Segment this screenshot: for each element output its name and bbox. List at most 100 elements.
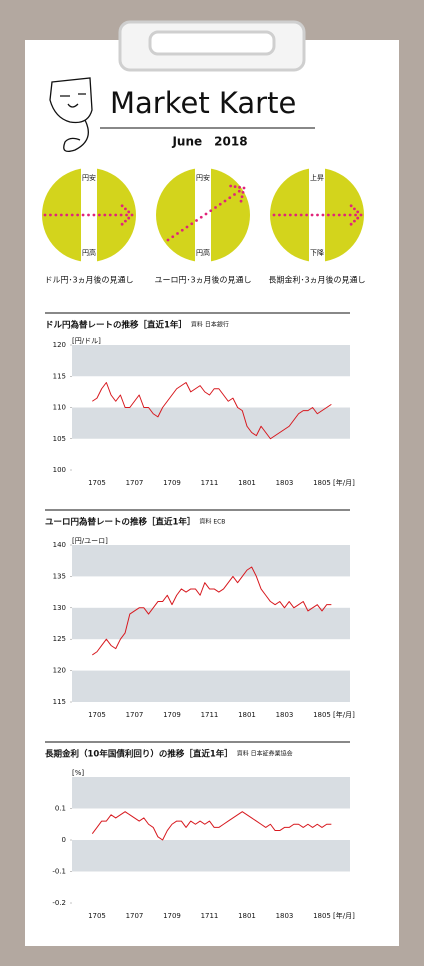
arrow-dot	[59, 213, 63, 217]
outlook-bottom: 円高	[82, 248, 96, 257]
arrow-dot	[130, 213, 134, 217]
outlook-caption: 長期金利･3ヵ月後の見通し	[268, 275, 365, 285]
arrow-dot	[124, 219, 127, 223]
arrow-dot	[97, 213, 101, 217]
x-unit: [年/月]	[333, 710, 355, 719]
arrow-dot	[294, 213, 298, 217]
plot-band	[72, 345, 350, 377]
x-tick-label: 1805	[313, 479, 331, 487]
arrow-dot	[65, 213, 69, 217]
y-tick-label: 105	[53, 435, 66, 443]
arrow-dot	[353, 207, 356, 211]
arrow-dot	[120, 204, 124, 208]
arrow-dot	[87, 213, 90, 217]
arrow-dot	[305, 213, 309, 217]
arrow-dot	[199, 215, 203, 219]
arrow-dot	[233, 185, 237, 189]
x-unit: [年/月]	[333, 478, 355, 487]
x-tick-label: 1705	[88, 479, 106, 487]
arrow-dot	[242, 186, 246, 190]
outlook-caption: ドル円･3ヵ月後の見通し	[44, 275, 133, 285]
outlook-tip	[309, 160, 325, 168]
plot-band	[72, 607, 350, 640]
x-tick-label: 1803	[276, 479, 294, 487]
arrow-dot	[359, 213, 363, 217]
arrow-dot	[214, 206, 217, 209]
x-tick-label: 1711	[201, 711, 219, 719]
plot-band	[72, 840, 350, 872]
outlook-bottom: 下降	[310, 248, 324, 257]
series-line	[92, 382, 332, 440]
x-tick-label: 1805	[313, 912, 331, 920]
title: Market Karte	[110, 86, 296, 120]
arrow-dot	[119, 213, 123, 217]
arrow-dot	[125, 213, 128, 217]
outlook-tip	[81, 160, 97, 168]
x-tick-label: 1707	[126, 479, 144, 487]
series-line	[92, 566, 332, 656]
x-tick-label: 1801	[238, 479, 256, 487]
outlook-tip	[195, 160, 211, 168]
x-tick-label: 1707	[126, 711, 144, 719]
arrow-dot	[76, 213, 80, 217]
outlooks: 円安円高ドル円･3ヵ月後の見通し円安円高ユーロ円･3ヵ月後の見通し上昇下降長期金…	[42, 160, 366, 285]
arrow-dot	[332, 213, 336, 217]
arrow-dot	[283, 213, 287, 217]
x-unit: [年/月]	[333, 911, 355, 920]
arrow-dot	[349, 204, 353, 208]
x-tick-label: 1711	[201, 479, 219, 487]
arrow-dot	[223, 199, 227, 203]
chart-source: 資料 ECB	[199, 518, 225, 526]
chart-title: ユーロ円為替レートの推移［直近1年］	[45, 517, 195, 528]
arrow-dot	[70, 213, 74, 217]
x-tick-label: 1711	[201, 912, 219, 920]
y-tick-label: 110	[53, 404, 66, 412]
x-tick-label: 1707	[126, 912, 144, 920]
chart-title: 長期金利（10年国債利回り）の推移［直近1年］	[45, 749, 233, 760]
arrow-dot	[316, 213, 319, 217]
y-tick-label: 0	[62, 836, 66, 844]
arrow-dot	[310, 213, 314, 217]
x-tick-label: 1801	[238, 711, 256, 719]
logo	[49, 77, 93, 153]
arrow-dot	[288, 213, 292, 217]
arrow-dot	[278, 213, 281, 217]
plot-band	[72, 670, 350, 702]
arrow-dot	[195, 219, 198, 222]
y-unit: [円/ドル]	[72, 337, 101, 345]
x-tick-label: 1705	[88, 912, 106, 920]
arrow-dot	[238, 185, 241, 189]
arrow-dot	[348, 213, 352, 217]
charts: ドル円為替レートの推移［直近1年］ 資料 日本銀行 100 105 110 115 120 […	[45, 312, 355, 920]
arrow-dot	[114, 213, 118, 217]
outlook-top: 円安	[196, 173, 210, 182]
x-tick-label: 1705	[88, 711, 106, 719]
arrow-dot	[356, 216, 360, 220]
outlook-top: 上昇	[310, 173, 324, 182]
y-tick-label: 100	[53, 466, 66, 474]
arrow-dot	[299, 213, 303, 217]
arrow-dot	[54, 213, 58, 217]
clip-hole	[148, 30, 276, 56]
arrow-dot	[124, 207, 127, 211]
arrow-dot	[240, 195, 244, 199]
y-tick-label: -0.1	[52, 868, 66, 876]
x-tick-label: 1709	[163, 912, 181, 920]
arrow-dot	[92, 213, 96, 217]
arrow-dot	[239, 199, 243, 203]
arrow-dot	[218, 202, 222, 206]
plot-band	[72, 407, 350, 439]
date: June 2018	[171, 135, 247, 149]
arrow-dot	[108, 213, 112, 217]
arrow-dot	[354, 213, 357, 217]
arrow-dot	[353, 219, 356, 223]
arrow-dot	[241, 190, 245, 194]
arrow-dot	[272, 213, 276, 217]
y-tick-label: 115	[53, 372, 66, 380]
arrow-dot	[326, 213, 330, 217]
arrow-dot	[185, 225, 189, 229]
y-tick-label: 0.1	[55, 805, 66, 813]
x-tick-label: 1803	[276, 711, 294, 719]
outlook-top: 円安	[82, 173, 96, 182]
